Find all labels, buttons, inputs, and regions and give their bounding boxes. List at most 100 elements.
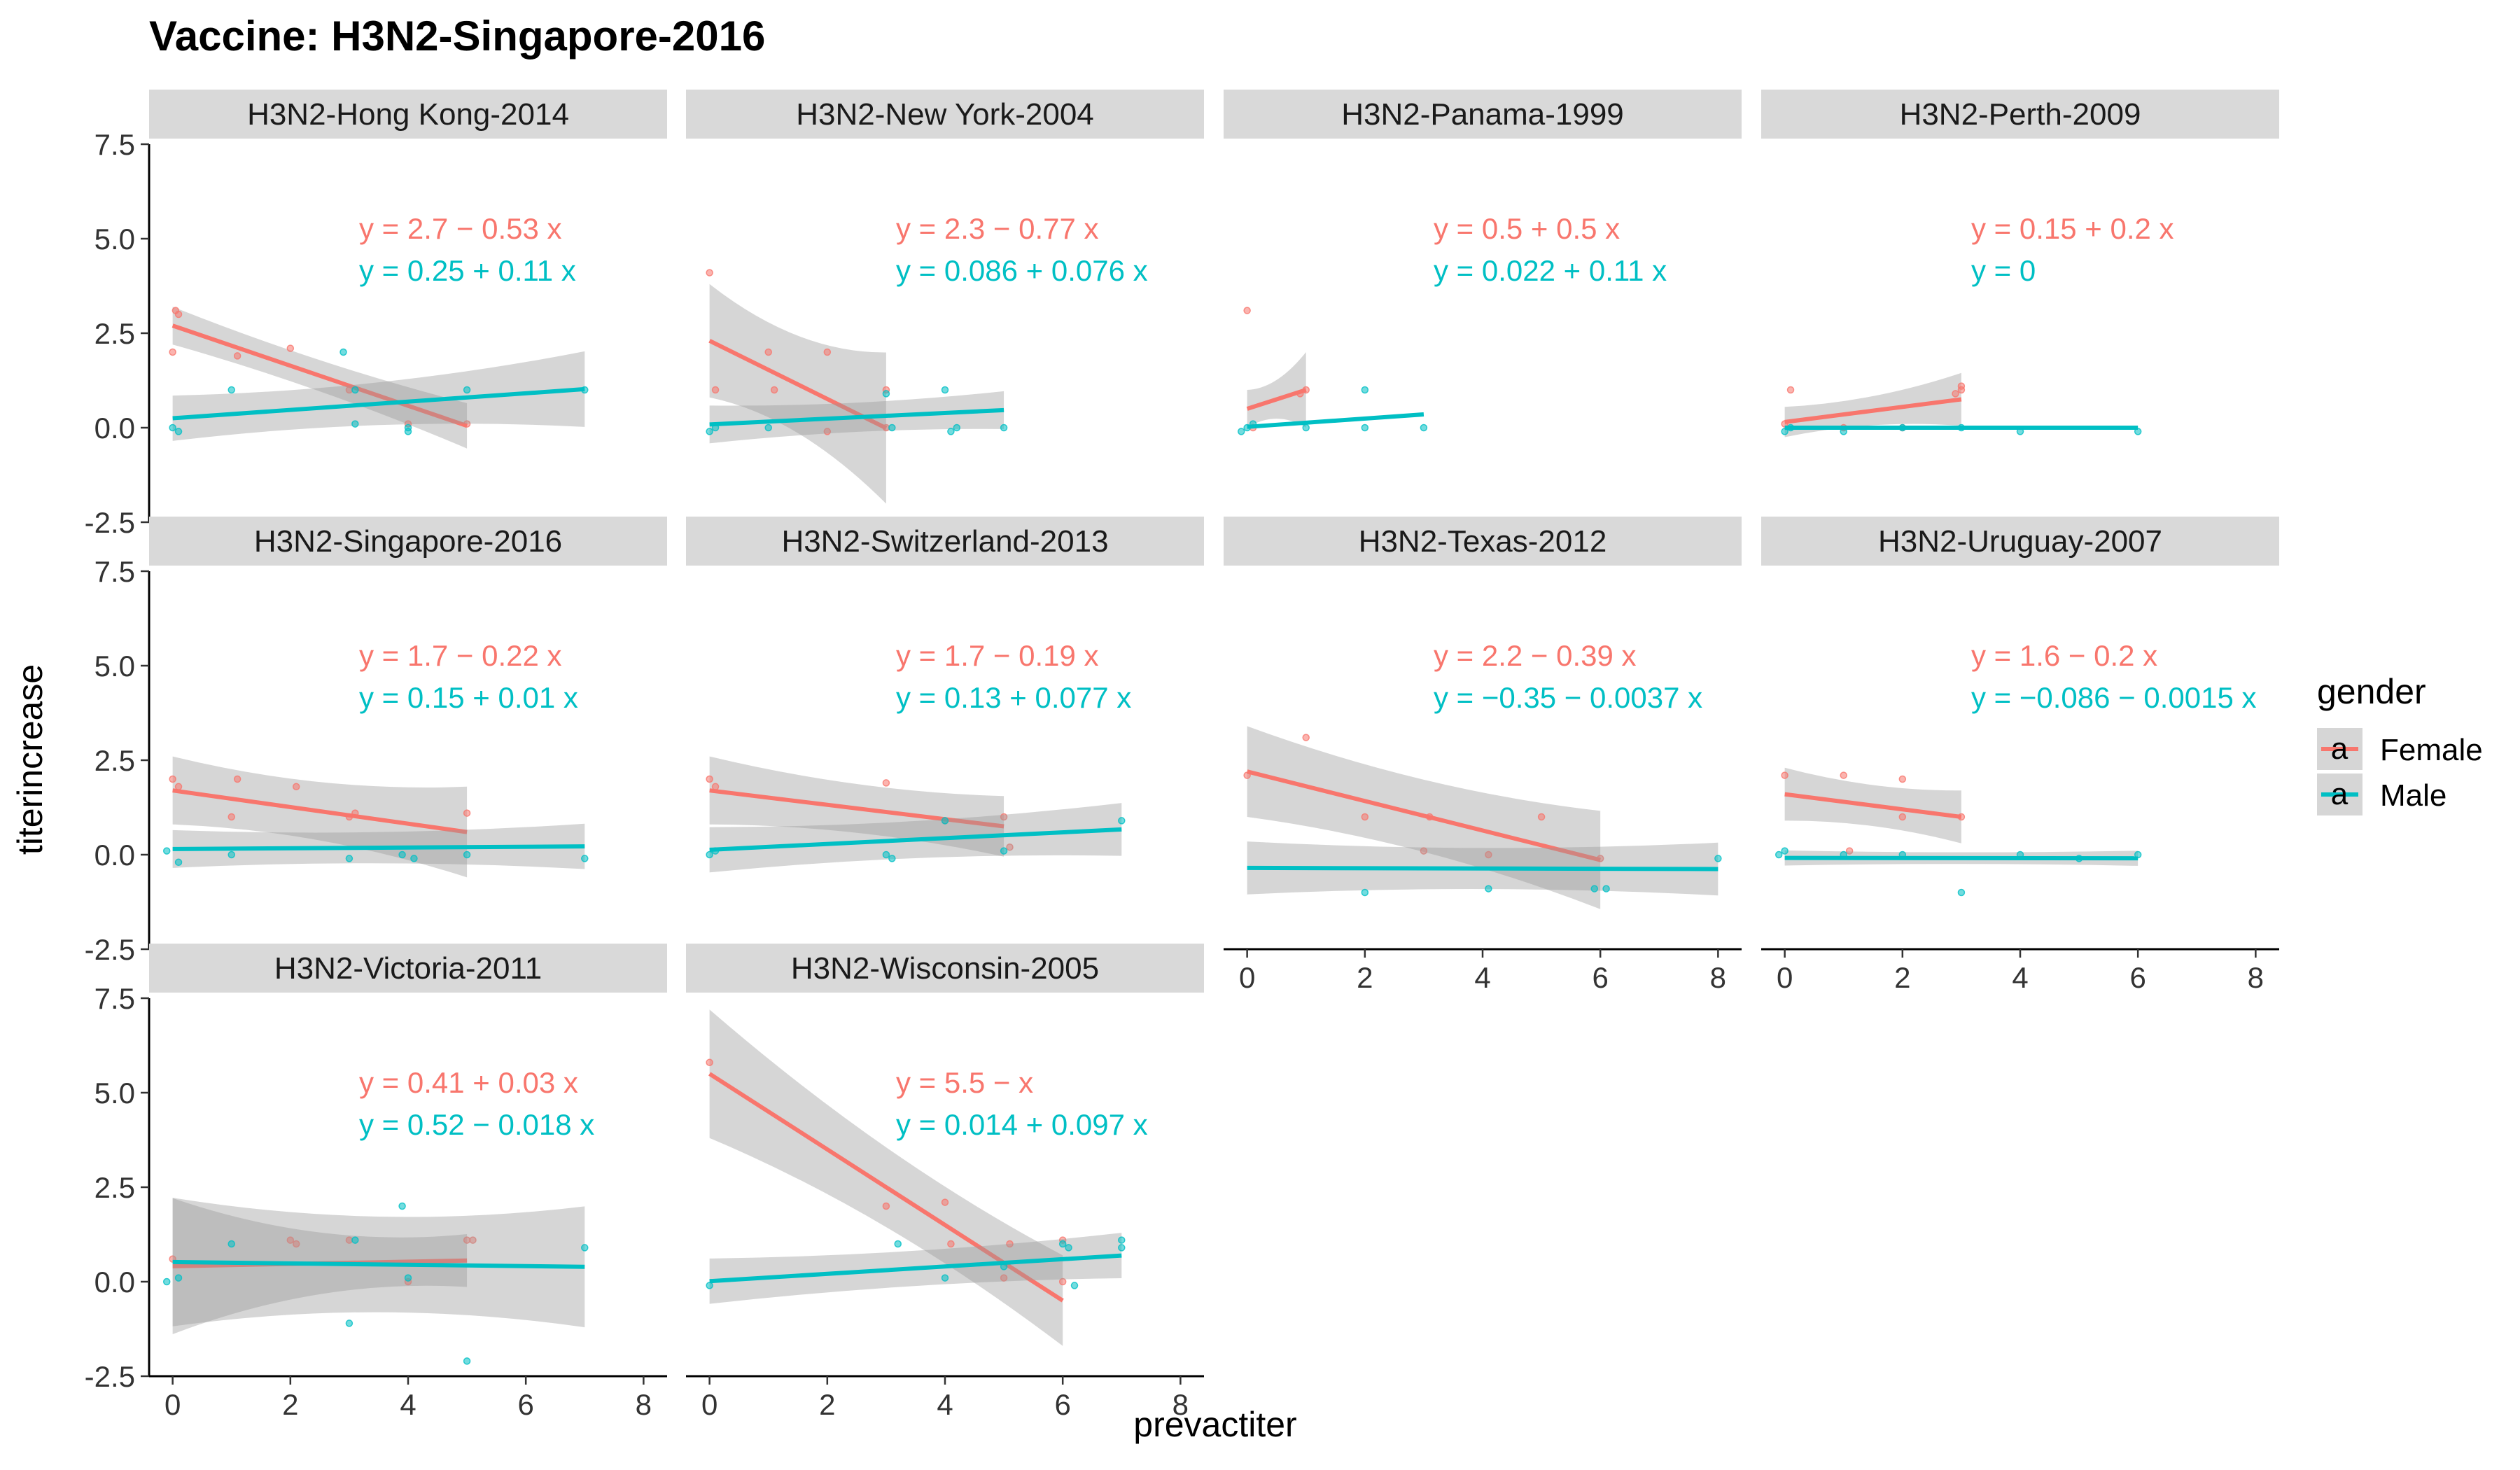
male-regression-line — [172, 386, 585, 421]
male-data-point — [169, 424, 176, 432]
male-data-point — [463, 386, 471, 394]
male-data-point — [174, 858, 183, 867]
female-data-point — [941, 1198, 949, 1206]
male-data-point — [162, 847, 171, 855]
female-data-point — [286, 344, 295, 352]
female-regression-line — [1246, 388, 1307, 411]
male-data-point — [706, 1282, 713, 1289]
male-data-point — [404, 1274, 412, 1282]
male-data-point — [941, 1274, 949, 1282]
male-data-point — [888, 855, 896, 862]
male-data-point — [947, 428, 955, 435]
y-tick-label: 7.5 — [94, 982, 135, 1015]
female-data-point — [823, 348, 832, 356]
y-tick-label: -2.5 — [85, 506, 135, 539]
male-regression-line — [172, 844, 585, 851]
female-data-point — [169, 348, 176, 356]
male-regression-line — [709, 407, 1004, 427]
female-data-point — [1781, 771, 1788, 779]
male-data-point — [1361, 386, 1369, 394]
y-tick-label: -2.5 — [85, 933, 135, 966]
x-tick-label: 6 — [2130, 961, 2146, 994]
male-equation: y = −0.35 − 0.0037 x — [1434, 681, 1702, 714]
female-equation: y = 2.3 − 0.77 x — [896, 212, 1099, 245]
female-regression-line — [709, 788, 1004, 829]
female-data-point — [1361, 813, 1369, 821]
male-data-point — [894, 1240, 902, 1248]
y-tick-label: 2.5 — [94, 744, 135, 777]
male-data-point — [1602, 885, 1610, 892]
legend-label: Male — [2380, 778, 2446, 813]
x-tick-label: 0 — [701, 1388, 718, 1421]
panel-strip-label: H3N2-Perth-2009 — [1900, 97, 2141, 132]
male-data-point — [345, 855, 354, 862]
panel-strip — [686, 944, 1204, 993]
male-data-point — [581, 855, 589, 862]
panel-strip-label: H3N2-Uruguay-2007 — [1878, 524, 2162, 559]
male-data-point — [1361, 888, 1369, 897]
female-regression-line — [708, 339, 888, 430]
male-data-point — [398, 850, 406, 859]
legend-label: Female — [2380, 733, 2483, 767]
female-data-point — [169, 775, 176, 783]
female-data-point — [1420, 847, 1428, 855]
panel-strip-label: H3N2-Singapore-2016 — [254, 524, 562, 559]
y-tick-label: 7.5 — [94, 128, 135, 161]
male-data-point — [1781, 847, 1788, 855]
female-data-point — [1786, 386, 1795, 394]
male-data-point — [706, 850, 713, 859]
female-data-point — [1006, 843, 1014, 851]
female-regression-line — [1784, 397, 1962, 424]
female-data-point — [823, 428, 832, 435]
male-data-point — [953, 424, 961, 432]
male-data-point — [162, 1278, 171, 1286]
panel-strip — [1224, 90, 1742, 139]
male-data-point — [1000, 847, 1008, 855]
female-data-point — [882, 1202, 890, 1210]
female-data-point — [711, 386, 720, 394]
y-tick-label: 7.5 — [94, 555, 135, 588]
panel-strip-label: H3N2-Wisconsin-2005 — [791, 951, 1099, 986]
male-regression-line — [709, 827, 1122, 852]
y-tick-label: -2.5 — [85, 1360, 135, 1393]
female-data-point — [292, 1240, 300, 1248]
x-tick-label: 4 — [1474, 961, 1490, 994]
male-data-point — [1590, 885, 1599, 892]
female-data-point — [1243, 307, 1251, 314]
male-equation: y = 0.022 + 0.11 x — [1434, 254, 1667, 287]
panel: H3N2-Panama-1999 y = 0.5 + 0.5 x y = 0.022… — [1224, 90, 1742, 435]
male-data-point — [941, 386, 949, 394]
male-equation: y = 0.52 − 0.018 x — [359, 1108, 594, 1141]
x-tick-label: 4 — [400, 1388, 416, 1421]
male-data-point — [882, 850, 890, 859]
panel-strip — [149, 517, 667, 566]
male-data-point — [227, 1240, 235, 1248]
female-confidence-band — [709, 284, 886, 504]
y-tick-label: 0.0 — [94, 839, 135, 872]
male-data-point — [1361, 424, 1369, 432]
female-equation: y = 0.41 + 0.03 x — [359, 1066, 578, 1099]
x-tick-label: 6 — [1055, 1388, 1071, 1421]
x-tick-label: 8 — [1710, 961, 1726, 994]
panel-strip — [686, 90, 1204, 139]
male-data-point — [1420, 424, 1428, 432]
male-data-point — [1957, 888, 1966, 897]
female-data-point — [882, 779, 890, 787]
panel-strip-label: H3N2-Texas-2012 — [1359, 524, 1607, 559]
male-equation: y = 0.014 + 0.097 x — [896, 1108, 1148, 1141]
male-data-point — [1058, 1240, 1067, 1248]
male-data-point — [1118, 1244, 1126, 1252]
panel: H3N2-Singapore-2016 -2.5 0.0 2.5 5.0 7.5 y = 1… — [85, 517, 667, 966]
male-data-point — [706, 428, 713, 435]
x-tick-label: 0 — [164, 1388, 181, 1421]
y-tick-label: 0.0 — [94, 1266, 135, 1298]
x-axis-title: prevactiter — [1133, 1405, 1296, 1444]
female-data-point — [1537, 813, 1546, 821]
female-data-point — [770, 386, 778, 394]
male-data-point — [1714, 855, 1722, 862]
x-tick-label: 8 — [636, 1388, 652, 1421]
female-data-point — [233, 352, 241, 360]
legend-title: gender — [2317, 672, 2426, 711]
